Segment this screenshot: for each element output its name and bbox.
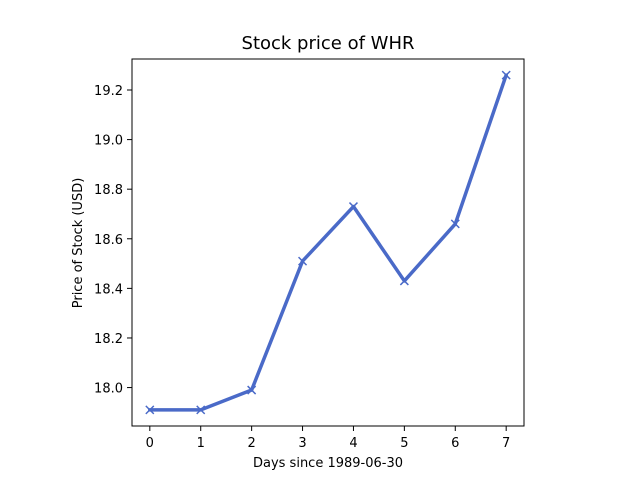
axes-frame [131,58,525,427]
y-tick-label: 18.0 [94,382,123,397]
y-axis-label: Price of Stock (USD) [71,178,86,309]
data-point-marker [196,405,206,415]
data-point-marker [298,256,308,266]
x-tick-label: 5 [400,436,408,451]
x-tick-label: 4 [349,436,357,451]
data-point-marker [399,276,409,286]
series-line [148,73,508,412]
x-axis-label: Days since 1989-06-30 [253,456,403,471]
x-tick-label: 2 [247,436,255,451]
chart-title: Stock price of WHR [242,33,415,54]
data-point-marker [501,70,511,80]
plot-area: 0 1 2 3 4 5 6 7 18.0 18.2 18.4 18.6 18.8 19.0 19.2 [94,58,525,451]
x-tick-label: 6 [451,436,459,451]
data-point-marker [450,219,460,229]
y-tick-label: 18.2 [94,332,123,347]
y-tick-label: 18.4 [94,282,123,297]
x-tick-label: 7 [502,436,510,451]
x-tick-label: 1 [197,436,205,451]
y-tick-label: 19.0 [94,134,123,149]
x-tick-label: 3 [298,436,306,451]
data-point-marker [145,405,155,415]
data-point-marker [348,202,358,212]
x-tick-label: 0 [146,436,154,451]
data-point-marker [247,385,257,395]
y-tick-label: 18.6 [94,233,123,248]
y-tick-label: 19.2 [94,84,123,99]
y-tick-label: 18.8 [94,183,123,198]
